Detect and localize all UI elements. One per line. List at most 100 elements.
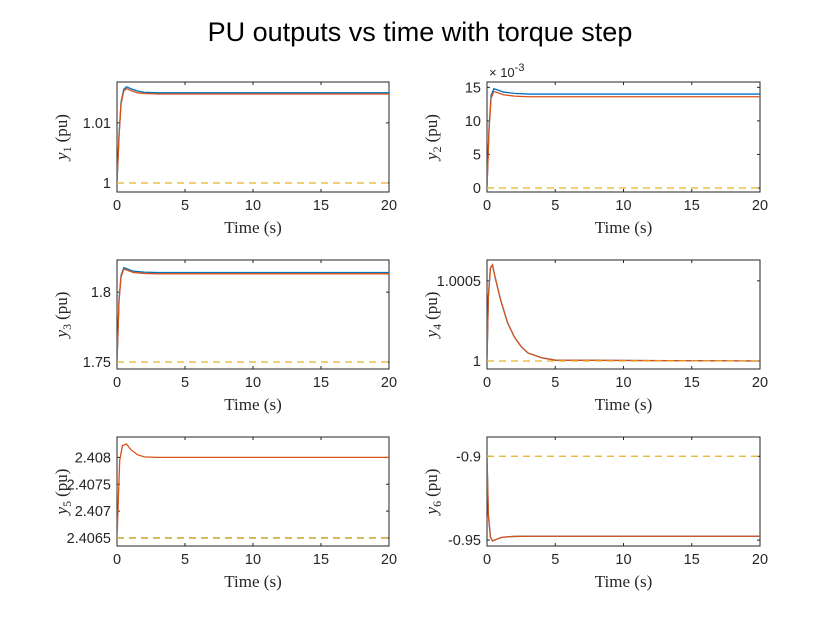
y-label-unit: (pu) <box>52 292 71 320</box>
y-label-subscript: 2 <box>430 146 444 152</box>
y-exponent-label: × 10-3 <box>489 62 524 80</box>
x-tick-label: 0 <box>483 552 491 568</box>
y-tick-label: 1 <box>473 354 481 370</box>
axes-box <box>486 259 761 370</box>
x-axis-label: Time (s) <box>224 572 281 591</box>
y-axis-label: y3 (pu) <box>52 292 74 340</box>
y-axis-label: y5 (pu) <box>52 469 74 517</box>
series-line-2 <box>117 87 389 184</box>
y-label-symbol: y <box>422 329 441 339</box>
y-label-symbol: y <box>422 152 441 162</box>
y-label-subscript: 1 <box>60 146 74 152</box>
x-axis-label: Time (s) <box>595 218 652 237</box>
x-axis-label: Time (s) <box>595 395 652 414</box>
y-tick-label: 0 <box>473 181 481 197</box>
x-tick-label: 10 <box>245 375 261 391</box>
x-tick-label: 15 <box>684 375 700 391</box>
y-label-symbol: y <box>52 329 71 339</box>
y-tick-label: -0.9 <box>456 449 481 465</box>
x-tick-label: 5 <box>181 552 189 568</box>
axes-box <box>486 436 761 547</box>
x-tick-label: 10 <box>615 552 631 568</box>
x-tick-label: 0 <box>113 198 121 214</box>
x-tick-label: 5 <box>181 198 189 214</box>
y-tick-label: 10 <box>465 114 481 130</box>
x-tick-label: 10 <box>615 375 631 391</box>
x-tick-label: 10 <box>615 198 631 214</box>
y-tick-label: 1.8 <box>91 285 111 301</box>
y-label-symbol: y <box>52 506 71 516</box>
y-tick-label: 2.4065 <box>67 531 111 547</box>
x-tick-label: 15 <box>313 375 329 391</box>
series-line-2 <box>487 456 760 542</box>
y-label-symbol: y <box>52 152 71 162</box>
x-tick-label: 10 <box>245 198 261 214</box>
subplot-4: 0 5 10 15 20 1 1.0005 Time (s) y4 (pu) <box>422 259 768 414</box>
series-line-2 <box>117 443 389 538</box>
y-tick-label: 2.407 <box>75 504 111 520</box>
y-label-subscript: 4 <box>430 324 444 330</box>
series-line-2 <box>487 90 760 189</box>
x-tick-label: 5 <box>181 375 189 391</box>
x-tick-label: 20 <box>752 198 768 214</box>
y-axis-label: y1 (pu) <box>52 114 74 162</box>
x-tick-label: 20 <box>381 198 397 214</box>
x-tick-label: 20 <box>752 552 768 568</box>
axes-box <box>116 259 390 370</box>
x-axis-label: Time (s) <box>224 395 281 414</box>
x-tick-label: 15 <box>684 552 700 568</box>
series-line-2 <box>487 263 760 362</box>
x-tick-label: 10 <box>245 552 261 568</box>
x-tick-label: 15 <box>684 198 700 214</box>
y-tick-label: 1 <box>103 176 111 192</box>
y-axis-label: y6 (pu) <box>422 469 444 517</box>
y-tick-label: 1.01 <box>83 116 111 132</box>
y-label-subscript: 3 <box>60 324 74 330</box>
y-label-unit: (pu) <box>422 114 441 142</box>
x-tick-label: 5 <box>551 375 559 391</box>
x-tick-label: 0 <box>483 198 491 214</box>
exponent-base: × 10 <box>489 65 515 80</box>
y-label-subscript: 5 <box>60 501 74 507</box>
y-label-unit: (pu) <box>422 469 441 497</box>
x-tick-label: 15 <box>313 198 329 214</box>
y-axis-label: y4 (pu) <box>422 292 444 340</box>
x-axis-label: Time (s) <box>595 572 652 591</box>
subplot-3: 0 5 10 15 20 1.75 1.8 Time (s) y3 (pu) <box>52 259 397 414</box>
x-tick-label: 0 <box>483 375 491 391</box>
subplot-6: 0 5 10 15 20 -0.95 -0.9 Time (s) y6 (pu) <box>422 436 768 591</box>
series-line-2 <box>117 268 389 363</box>
x-tick-label: 20 <box>381 552 397 568</box>
axes-box <box>116 81 390 193</box>
x-tick-label: 0 <box>113 375 121 391</box>
y-label-unit: (pu) <box>422 292 441 320</box>
y-tick-label: 15 <box>465 80 481 96</box>
axes-box <box>486 81 761 193</box>
x-tick-label: 5 <box>551 552 559 568</box>
y-tick-label: 5 <box>473 147 481 163</box>
y-label-unit: (pu) <box>52 469 71 497</box>
y-tick-label: 1.75 <box>83 355 111 371</box>
y-tick-label: -0.95 <box>448 533 481 549</box>
x-tick-label: 5 <box>551 198 559 214</box>
y-label-subscript: 6 <box>430 501 444 507</box>
exponent-power: -3 <box>515 62 525 74</box>
y-tick-label: 2.4075 <box>67 477 111 493</box>
x-tick-label: 20 <box>752 375 768 391</box>
y-label-unit: (pu) <box>52 114 71 142</box>
subplot-2: 0 5 10 15 20 0 5 10 15 Time (s) y2 (pu) × 10-3 <box>422 62 768 237</box>
y-axis-label: y2 (pu) <box>422 114 444 162</box>
x-tick-label: 15 <box>313 552 329 568</box>
x-tick-label: 20 <box>381 375 397 391</box>
x-axis-label: Time (s) <box>224 218 281 237</box>
y-tick-label: 2.408 <box>75 450 111 466</box>
axes-box <box>116 436 390 547</box>
x-tick-label: 0 <box>113 552 121 568</box>
y-tick-label: 1.0005 <box>437 274 481 290</box>
figure-title: PU outputs vs time with torque step <box>208 17 633 47</box>
y-label-symbol: y <box>422 506 441 516</box>
